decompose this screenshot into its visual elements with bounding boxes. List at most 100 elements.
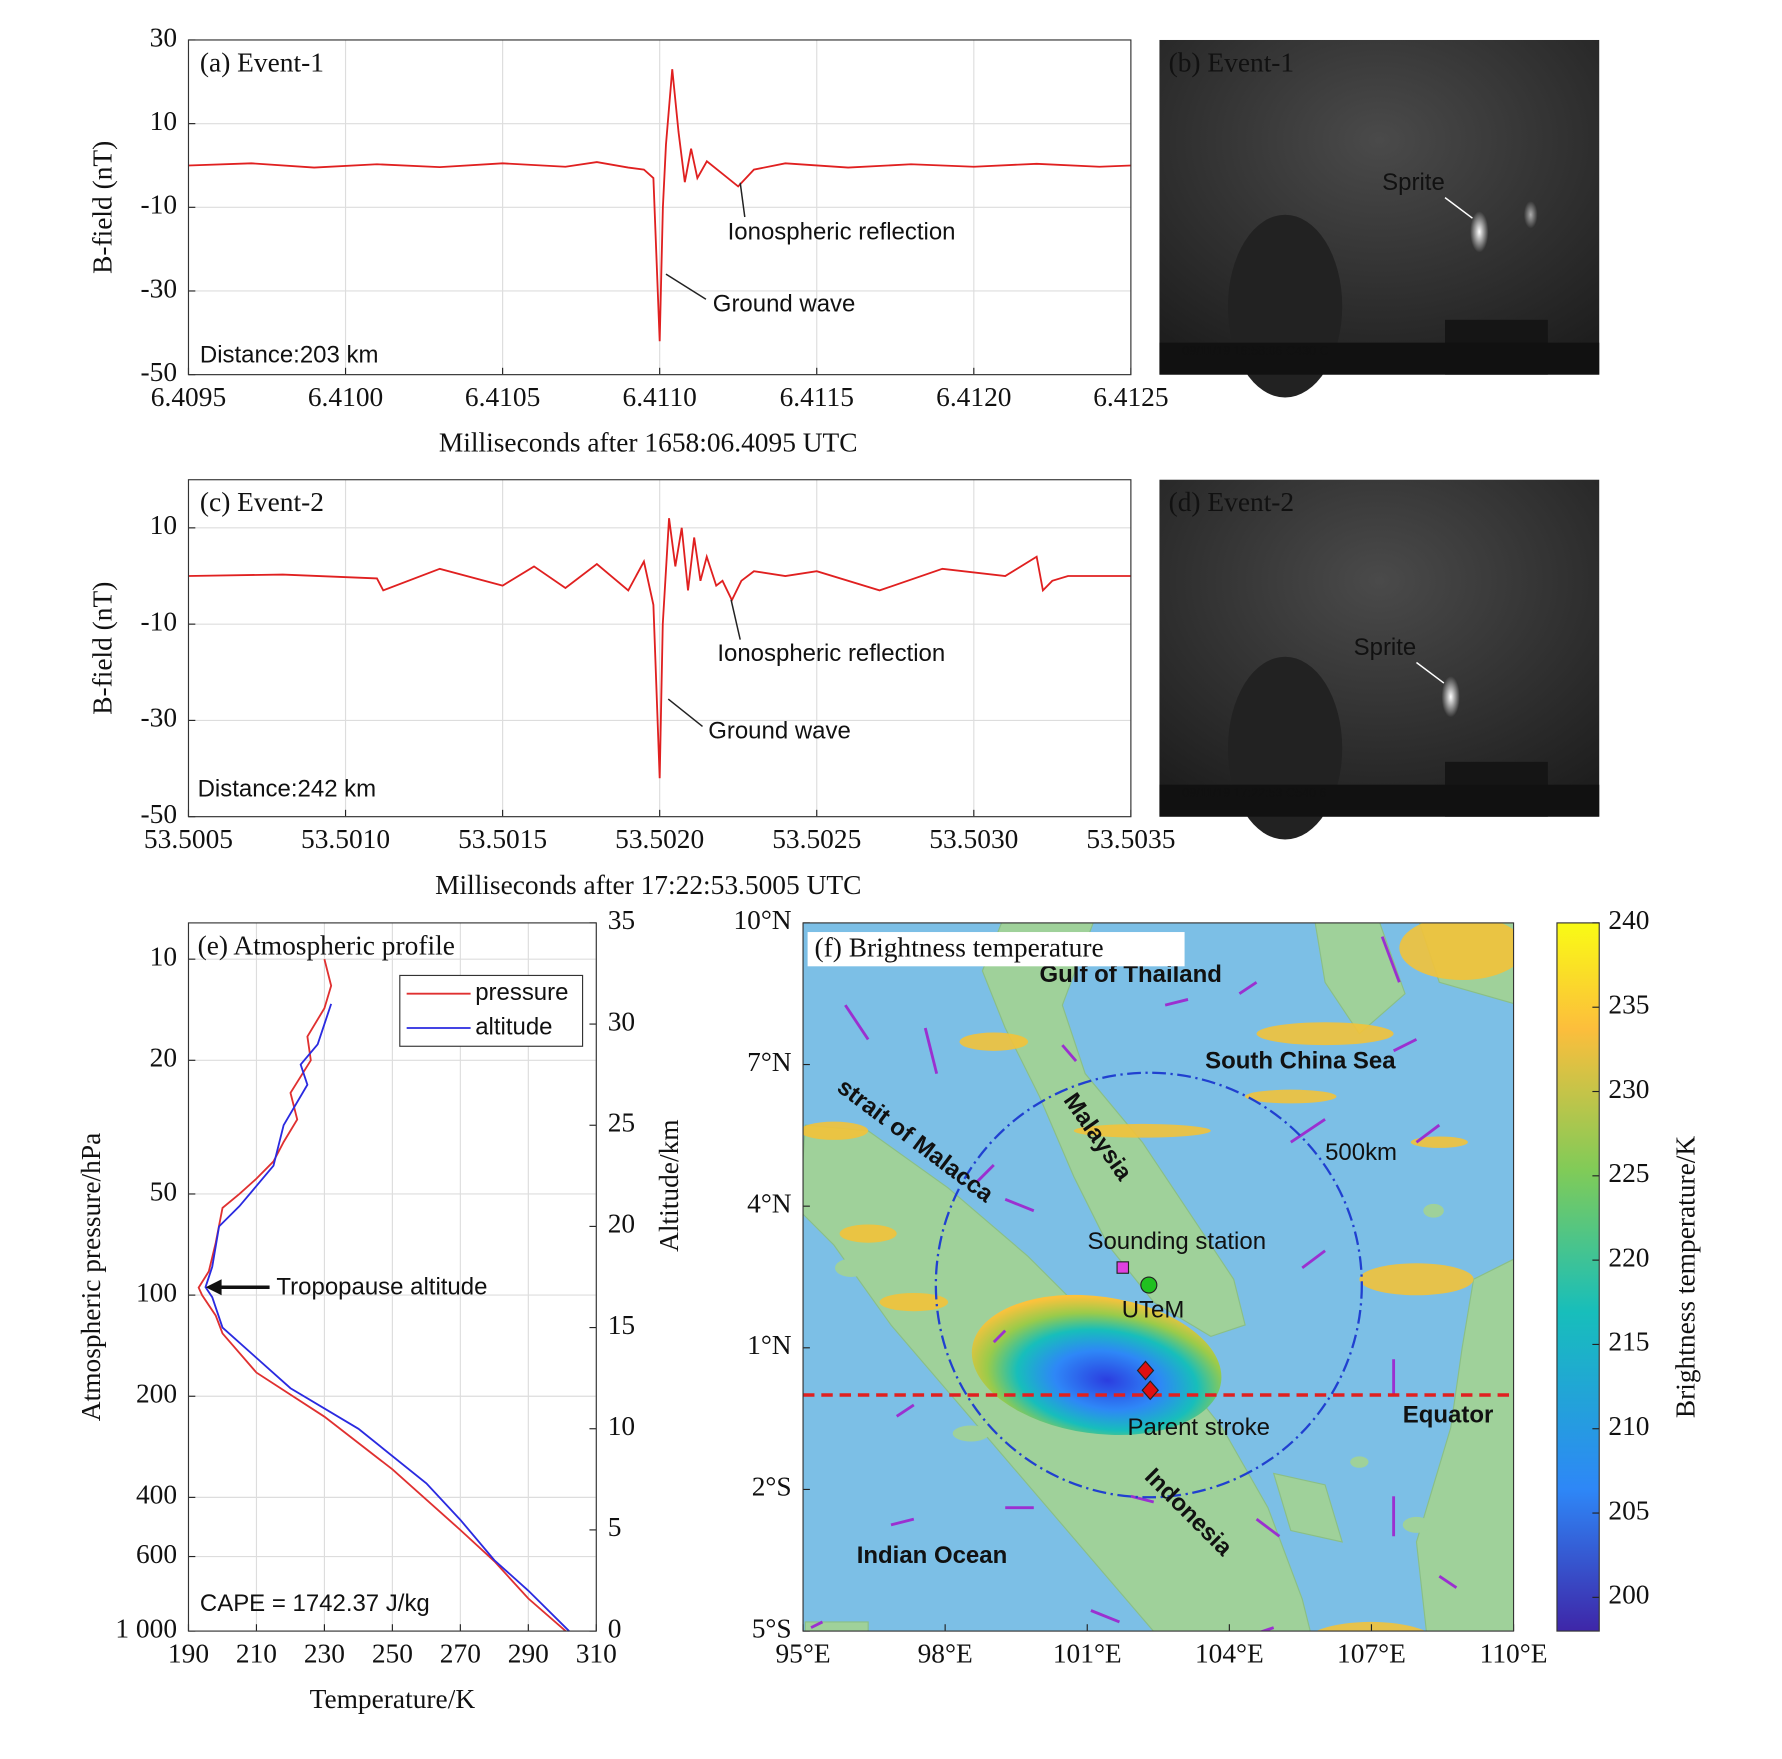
y-axis-label: B-field (nT)	[87, 141, 117, 274]
x-tick-label: 6.4120	[936, 382, 1011, 412]
ground	[1159, 342, 1600, 375]
cloud	[803, 1121, 869, 1140]
y-tick-label: 10	[150, 941, 177, 971]
x-axis-label: Milliseconds after 1658:06.4095 UTC	[439, 428, 858, 458]
x-tick-label: 250	[372, 1638, 413, 1668]
profile-line	[204, 1003, 570, 1632]
x-tick-label: 53.5005	[144, 824, 233, 854]
wind-vector	[1415, 1123, 1441, 1144]
x-tick-label: 270	[440, 1638, 481, 1668]
range-circle	[934, 1071, 1363, 1499]
wind-vector	[1061, 1044, 1078, 1063]
y-tick-label: 1 000	[115, 1613, 177, 1643]
y-tick-label: 0	[608, 1613, 622, 1643]
island	[1423, 1203, 1444, 1218]
y-axis-label: Atmospheric pressure/hPa	[76, 1133, 106, 1421]
y-tick-label: 35	[608, 905, 635, 935]
y-axis-label: B-field (nT)	[87, 582, 117, 715]
colorbar-tick-label: 200	[1608, 1580, 1649, 1610]
cloud	[1399, 922, 1514, 981]
y-tick-label: 25	[608, 1108, 635, 1138]
colorbar-tick-label: 235	[1608, 990, 1649, 1020]
timestamp: 09/11/19 17:22:53 C540 6	[1182, 786, 1326, 800]
land	[1415, 1258, 1514, 1632]
x-tick-label: 190	[168, 1638, 209, 1668]
waveform	[188, 518, 1131, 779]
wind-vector	[1238, 981, 1258, 995]
island	[1402, 1516, 1431, 1533]
wind-vector	[895, 1403, 915, 1418]
pointer	[1416, 661, 1445, 684]
frame	[187, 39, 1132, 376]
x-tick-label: 230	[304, 1638, 345, 1668]
wind-vector	[992, 1329, 1007, 1344]
island	[1350, 1456, 1369, 1468]
colorbar-tick-label: 205	[1608, 1495, 1649, 1525]
wind-vector	[1380, 936, 1401, 983]
x-tick-label: 95°E	[775, 1638, 830, 1668]
cloud	[1256, 1022, 1394, 1046]
x-tick-label: 53.5035	[1086, 824, 1175, 854]
region-label: South China Sea	[1205, 1048, 1396, 1075]
legend-label: pressure	[475, 979, 568, 1006]
x-tick-label: 53.5010	[301, 824, 390, 854]
wind-vector	[1301, 1249, 1326, 1269]
wind-vector	[844, 1004, 870, 1041]
y2-axis-label: Altitude/km	[654, 1119, 684, 1251]
parent-stroke	[1136, 1360, 1155, 1381]
cloud	[1315, 1621, 1426, 1632]
wind-vector	[1290, 1118, 1326, 1144]
station-label: UTeM	[1122, 1297, 1185, 1324]
arrow-head	[205, 1279, 222, 1296]
panel-title: (a) Event-1	[200, 47, 324, 77]
wind-vector	[1255, 1517, 1281, 1538]
ground	[1159, 784, 1600, 817]
panel-title: (d) Event-2	[1169, 487, 1295, 517]
colorbar-tick-label: 230	[1608, 1074, 1649, 1104]
wind-vector	[1392, 1038, 1418, 1053]
y-tick-label: 200	[136, 1379, 177, 1409]
photo	[1159, 479, 1600, 840]
annotation: Distance:242 km	[198, 776, 377, 803]
annotation: Ground wave	[708, 717, 851, 744]
panel-title: (b) Event-1	[1169, 47, 1295, 77]
cloud	[1410, 1136, 1468, 1148]
x-axis-label: Milliseconds after 17:22:53.5005 UTC	[435, 870, 861, 900]
photo	[1159, 39, 1600, 398]
waveform	[188, 69, 1131, 342]
pointer	[1444, 197, 1473, 219]
y-tick-label: 20	[608, 1209, 635, 1239]
station	[1116, 1261, 1130, 1274]
cloud	[1245, 1089, 1337, 1104]
y-tick-label: -50	[141, 799, 178, 829]
annotation: Distance:203 km	[200, 342, 379, 369]
y-tick-label: 100	[136, 1277, 177, 1307]
frame	[187, 922, 597, 1632]
cloud	[1359, 1263, 1474, 1296]
frame	[187, 479, 1132, 818]
panel-title: (c) Event-2	[200, 487, 324, 517]
x-tick-label: 6.4125	[1093, 382, 1168, 412]
x-tick-label: 104°E	[1195, 1638, 1264, 1668]
annotation: CAPE = 1742.37 J/kg	[200, 1590, 430, 1617]
y-tick-label: -30	[141, 703, 178, 733]
cloud	[879, 1292, 949, 1312]
colorbar-tick-label: 225	[1608, 1158, 1649, 1188]
land	[1314, 922, 1406, 1035]
y-tick-label: 10	[608, 1411, 635, 1441]
x-tick-label: 101°E	[1053, 1638, 1122, 1668]
pointer	[665, 273, 707, 300]
island	[835, 1258, 868, 1277]
annotation: Ionospheric reflection	[717, 640, 945, 667]
stroke-label: Parent stroke	[1127, 1414, 1270, 1441]
x-tick-label: 6.4115	[780, 382, 854, 412]
x-tick-label: 107°E	[1337, 1638, 1406, 1668]
annotation: Ground wave	[713, 290, 856, 317]
x-tick-label: 98°E	[918, 1638, 973, 1668]
y-tick-label: 30	[608, 1006, 635, 1036]
x-tick-label: 6.4100	[308, 382, 383, 412]
cloud	[839, 1224, 897, 1243]
island	[952, 1425, 990, 1442]
x-axis-label: Temperature/K	[310, 1684, 476, 1714]
